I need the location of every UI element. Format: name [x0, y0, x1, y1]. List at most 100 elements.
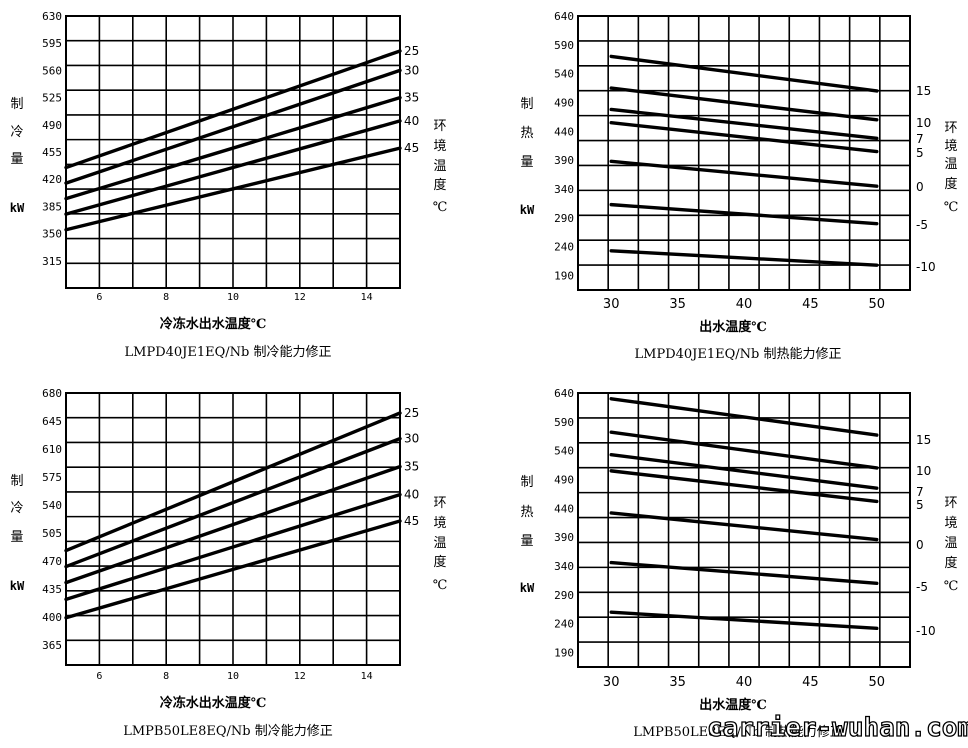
series-label: 25 — [404, 44, 419, 58]
x-tick-label: 30 — [603, 675, 620, 690]
y-tick-label: 540 — [42, 499, 62, 512]
x-tick-label: 30 — [603, 297, 620, 312]
series-line — [64, 119, 402, 216]
legend-title: ℃ — [944, 200, 959, 215]
series-label: 40 — [404, 114, 419, 128]
y-tick-label: 505 — [42, 527, 62, 540]
y-tick-label: 595 — [42, 37, 62, 50]
series-line — [64, 411, 402, 553]
y-tick-label: 390 — [554, 531, 574, 544]
y-tick-label: 575 — [42, 471, 62, 484]
y-tick-label: 540 — [554, 445, 574, 458]
y-tick-label: 645 — [42, 415, 62, 428]
series-line — [609, 107, 879, 140]
series-line — [609, 511, 879, 542]
series-label: 30 — [404, 432, 419, 446]
series-label: 5 — [916, 498, 924, 512]
series-label: 5 — [916, 146, 924, 160]
series-line — [64, 68, 402, 185]
x-tick-label: 35 — [669, 675, 686, 690]
y-axis-unit: kW — [520, 203, 535, 217]
y-tick-label: 525 — [42, 92, 62, 105]
series-line — [64, 492, 402, 602]
series-label: -5 — [916, 218, 928, 232]
series-line — [609, 560, 879, 586]
x-tick-label: 50 — [869, 675, 886, 690]
y-tick-label: 640 — [554, 387, 574, 400]
legend-title: 环 — [433, 496, 446, 511]
series-line — [609, 610, 879, 631]
series-line — [64, 519, 402, 620]
y-tick-label: 590 — [554, 39, 574, 52]
chart-caption: LMPD40JE1EQ/Nb 制热能力修正 — [635, 347, 842, 362]
series-line — [609, 159, 879, 188]
series-line — [64, 49, 402, 170]
chart-caption: LMPB50LE8EQ/Nb 制冷能力修正 — [123, 724, 333, 739]
y-axis-label: 热 — [520, 505, 533, 520]
y-tick-label: 435 — [42, 583, 62, 596]
y-tick-label: 590 — [554, 416, 574, 429]
y-tick-label: 470 — [42, 555, 62, 568]
series-label: 35 — [404, 91, 419, 105]
plot-frame — [577, 15, 911, 291]
y-tick-label: 365 — [42, 639, 62, 652]
y-tick-label: 420 — [42, 173, 62, 186]
legend-title: ℃ — [944, 579, 959, 594]
x-axis-label: 冷冻水出水温度℃ — [160, 695, 267, 711]
y-axis-unit: kW — [10, 201, 25, 215]
chart-caption: LMPD40JE1EQ/Nb 制冷能力修正 — [125, 345, 332, 360]
x-tick-label: 8 — [163, 292, 169, 303]
series-label: 0 — [916, 180, 924, 194]
series-label: 30 — [404, 63, 419, 77]
x-axis-label: 出水温度℃ — [699, 697, 767, 713]
y-axis-unit: kW — [10, 579, 25, 593]
y-tick-label: 290 — [554, 589, 574, 602]
y-tick-label: 490 — [554, 97, 574, 110]
y-tick-label: 610 — [42, 443, 62, 456]
y-axis-label: 制 — [520, 97, 533, 112]
y-axis-label: 量 — [10, 530, 23, 545]
y-axis-unit: kW — [520, 581, 535, 595]
legend-title: 度 — [944, 555, 957, 571]
legend-title: 境 — [944, 139, 957, 154]
series-line — [609, 453, 879, 490]
y-tick-label: 440 — [554, 502, 574, 515]
legend-title: 温 — [944, 157, 957, 172]
y-axis-label: 量 — [520, 534, 533, 549]
legend-title: 度 — [433, 554, 446, 570]
legend-title: 温 — [433, 536, 446, 551]
y-axis-label: 量 — [520, 155, 533, 170]
series-label: 10 — [916, 464, 931, 478]
y-axis-label: 制 — [10, 474, 23, 489]
series-label: -10 — [916, 624, 936, 638]
y-tick-label: 390 — [554, 154, 574, 167]
chart-caption: LMPB50LE8EQ/Nb 制热能力修正 — [633, 725, 843, 740]
legend-title: ℃ — [433, 200, 448, 215]
series-label: 45 — [404, 514, 419, 528]
y-tick-label: 385 — [42, 200, 62, 213]
legend-title: 环 — [944, 121, 957, 136]
x-tick-label: 40 — [736, 297, 753, 312]
y-axis-label: 冷 — [10, 501, 23, 516]
x-tick-label: 40 — [736, 675, 753, 690]
y-tick-label: 455 — [42, 146, 62, 159]
y-tick-label: 490 — [554, 474, 574, 487]
plot-frame — [65, 15, 401, 289]
series-label: 35 — [404, 460, 419, 474]
series-line — [609, 469, 879, 504]
chart-1: 315 350 385 420 455 490 525 560 595 630 6 8 10 12 14 25… — [10, 10, 448, 360]
y-tick-label: 540 — [554, 68, 574, 81]
series-line — [64, 436, 402, 569]
series-line — [609, 397, 879, 437]
x-tick-label: 10 — [227, 671, 239, 682]
y-tick-label: 340 — [554, 560, 574, 573]
series-line — [609, 54, 879, 93]
series-line — [64, 464, 402, 585]
y-tick-label: 640 — [554, 10, 574, 23]
series-label: 7 — [916, 485, 924, 499]
y-tick-label: 350 — [42, 228, 62, 241]
y-axis-label: 冷 — [10, 125, 23, 140]
legend-title: 度 — [433, 177, 446, 193]
